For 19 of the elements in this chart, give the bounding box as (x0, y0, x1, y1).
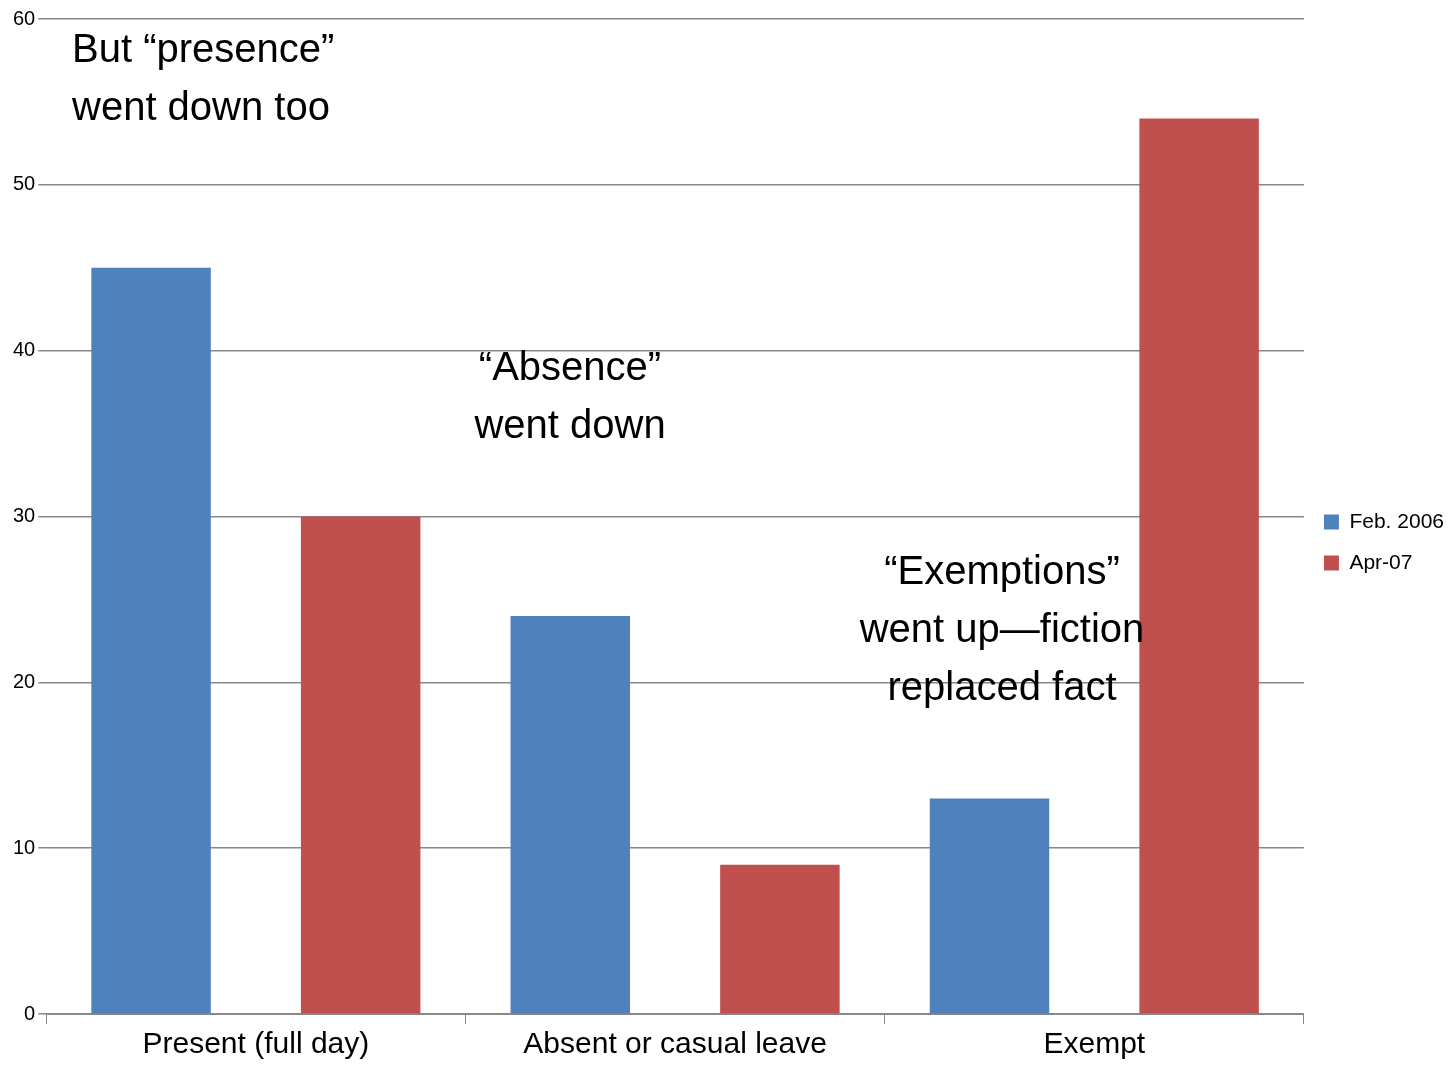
x-tick-label: Present (full day) (142, 1026, 370, 1060)
bar (929, 798, 1050, 1014)
y-tick-label: 0 (24, 1001, 36, 1024)
y-tick-label: 40 (13, 338, 36, 361)
bar (300, 516, 421, 1014)
y-tick-label: 50 (13, 172, 36, 195)
y-tick-label: 20 (13, 669, 36, 692)
bar (510, 616, 631, 1014)
bar (720, 864, 840, 1014)
y-tick-label: 30 (13, 504, 36, 527)
legend-label: Apr-07 (1349, 549, 1413, 573)
bar (91, 267, 211, 1014)
annotation: “Absence” went down (473, 344, 666, 446)
x-tick-label: Exempt (1043, 1026, 1146, 1060)
y-tick-label: 10 (13, 835, 36, 858)
annotation: But “presence” went down too (71, 26, 335, 128)
legend-label: Feb. 2006 (1349, 508, 1445, 532)
x-tick-label: Absent or casual leave (523, 1026, 827, 1060)
y-tick-label: 60 (13, 6, 36, 29)
